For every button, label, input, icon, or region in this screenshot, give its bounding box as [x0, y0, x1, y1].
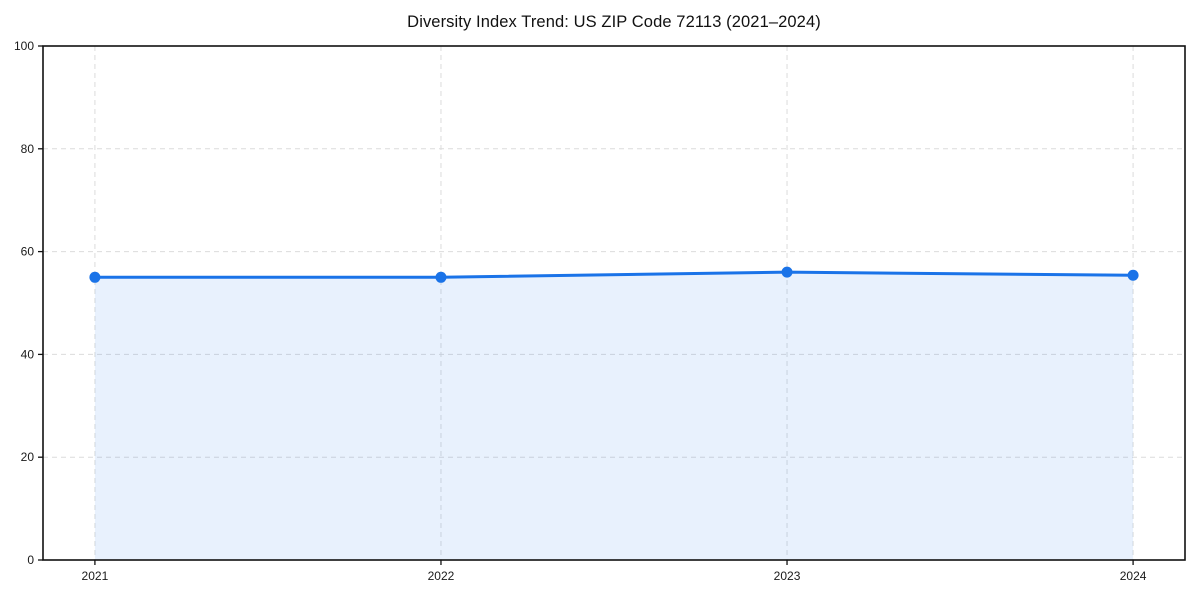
data-point-2024	[1127, 269, 1139, 281]
y-tick-label: 0	[27, 553, 34, 567]
plot-border	[42, 45, 1186, 561]
data-point-2023	[781, 266, 793, 278]
x-tick-label: 2021	[82, 569, 109, 583]
area-fill	[94, 272, 1134, 560]
trend-line	[93, 270, 1135, 279]
y-tick-label: 100	[14, 39, 34, 53]
x-tick-label: 2023	[774, 569, 801, 583]
x-tick-label: 2024	[1120, 569, 1147, 583]
y-tick-label: 40	[21, 347, 35, 361]
y-tick-label: 60	[21, 245, 35, 259]
chart-title: Diversity Index Trend: US ZIP Code 72113…	[407, 13, 821, 31]
y-tick-label: 80	[21, 142, 35, 156]
data-point-2022	[435, 271, 447, 283]
y-tick-label: 20	[21, 450, 35, 464]
x-tick-label: 2022	[428, 569, 455, 583]
data-point-2021	[89, 271, 101, 283]
